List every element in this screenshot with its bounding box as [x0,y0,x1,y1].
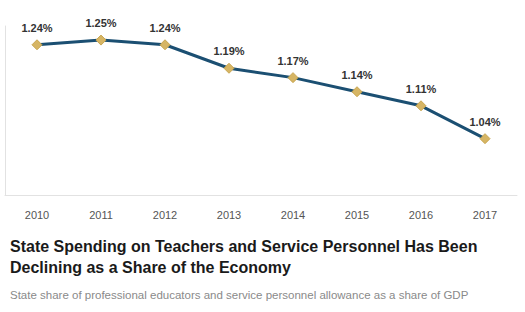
svg-text:1.14%: 1.14% [341,69,372,81]
svg-text:1.17%: 1.17% [277,55,308,67]
svg-text:2015: 2015 [345,209,369,221]
svg-text:Declining as a Share of the Ec: Declining as a Share of the Economy [10,259,291,276]
svg-text:2013: 2013 [217,209,241,221]
svg-text:1.11%: 1.11% [406,83,437,95]
svg-text:2016: 2016 [409,209,433,221]
svg-text:1.04%: 1.04% [469,116,500,128]
svg-text:State Spending on Teachers and: State Spending on Teachers and Service P… [10,238,482,255]
svg-text:1.24%: 1.24% [149,22,180,34]
svg-text:2011: 2011 [89,209,113,221]
svg-text:1.24%: 1.24% [21,22,52,34]
svg-text:2010: 2010 [25,209,49,221]
svg-text:2014: 2014 [281,209,305,221]
svg-text:1.25%: 1.25% [85,17,116,29]
svg-text:2012: 2012 [153,209,177,221]
svg-text:2017: 2017 [473,209,497,221]
svg-text:State share of professional ed: State share of professional educators an… [10,289,469,301]
svg-text:1.19%: 1.19% [213,45,244,57]
